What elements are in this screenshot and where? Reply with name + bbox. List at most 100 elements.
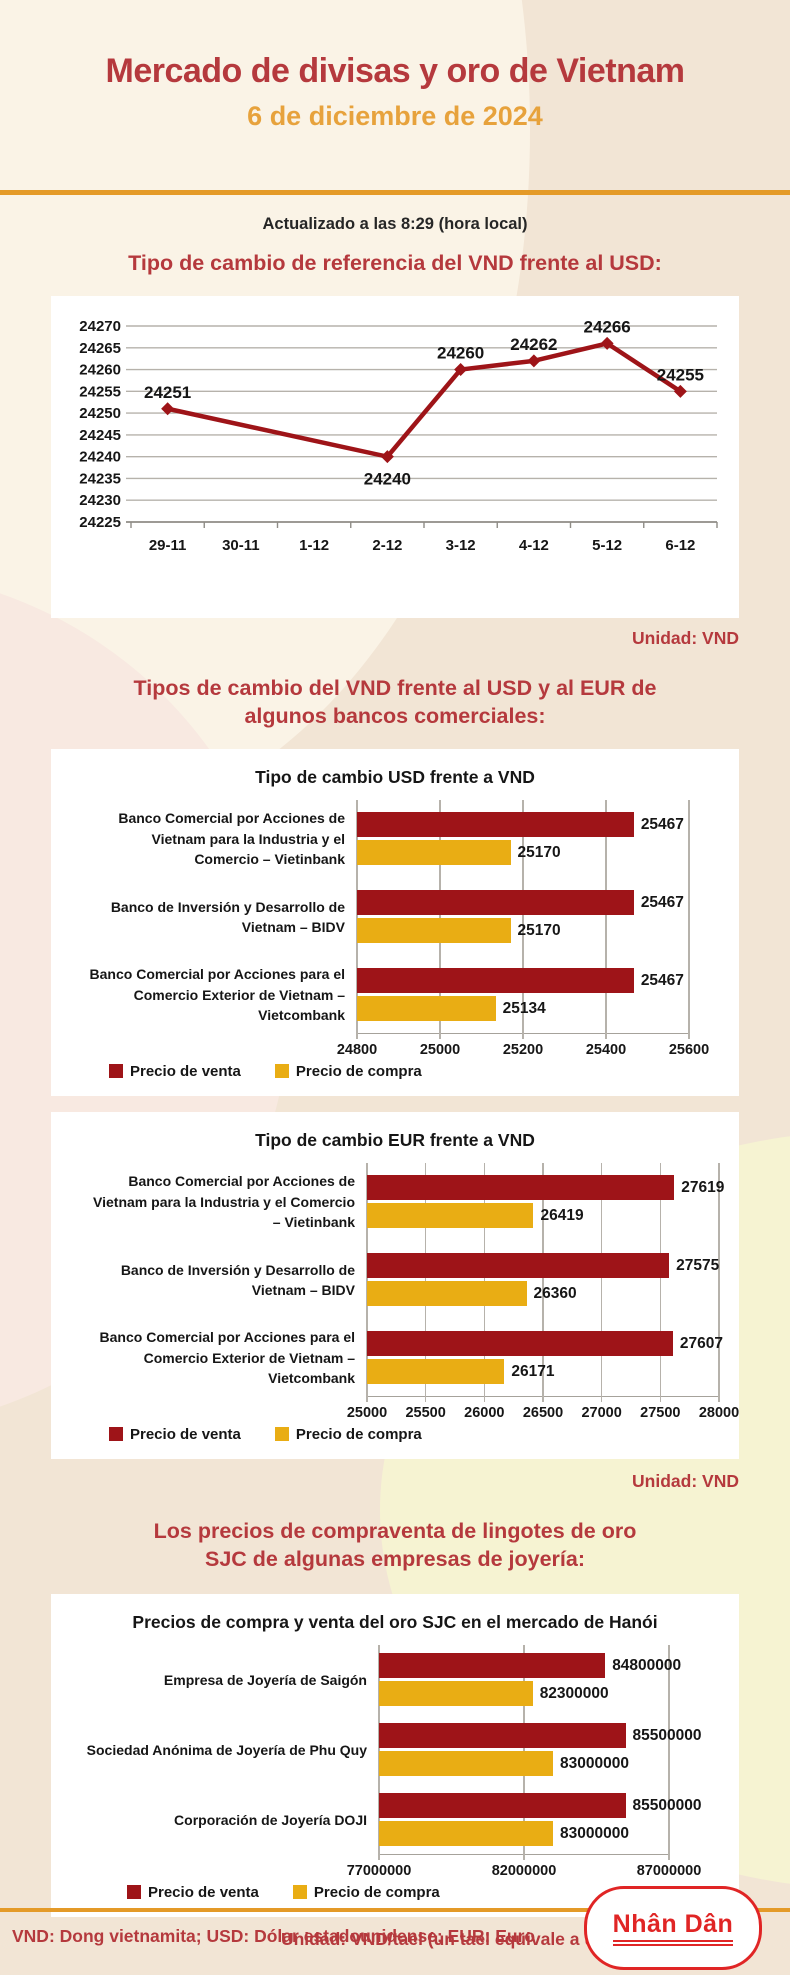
- bar-value-label: 25467: [640, 971, 684, 989]
- data-point-marker: [454, 363, 468, 377]
- y-tick-label: 24260: [79, 362, 121, 379]
- x-tick-label: 25400: [585, 1041, 627, 1058]
- x-tick-label: 5-12: [592, 537, 622, 554]
- buy-price-bar: [357, 996, 496, 1022]
- legend-item-buy: Precio de compra: [292, 1884, 440, 1901]
- bar-value-label: 25467: [640, 815, 684, 833]
- buy-bar-row: 83000000: [379, 1750, 669, 1777]
- buy-price-bar: [379, 1751, 553, 1777]
- sell-legend-label: Precio de venta: [130, 1062, 241, 1080]
- usd-bar-chart-panel: Tipo de cambio USD frente a VND Banco Co…: [51, 748, 739, 1096]
- reference-rate-chart-panel: 24225 24230 24235 24240 24245 24250 24255 24260…: [51, 296, 739, 619]
- bank-row: Banco de Inversión y Desarrollo de Vietn…: [65, 878, 725, 956]
- sell-price-bar: [367, 1175, 675, 1201]
- buy-bar-row: 25134: [357, 995, 689, 1022]
- bar-value-label: 85500000: [632, 1796, 702, 1814]
- sell-price-bar: [379, 1793, 626, 1819]
- bar-value-label: 27575: [676, 1256, 720, 1274]
- x-tick-label: 27500: [640, 1404, 681, 1421]
- bars: 25467 25134: [357, 966, 689, 1023]
- data-point-marker: [600, 336, 614, 350]
- x-tick-label: 4-12: [519, 537, 549, 554]
- x-tick-label: 26000: [464, 1404, 505, 1421]
- x-tick-label: 28000: [698, 1404, 740, 1421]
- category-label: Banco de Inversión y Desarrollo de Vietn…: [120, 1261, 355, 1298]
- buy-price-bar: [367, 1281, 527, 1307]
- bank-row: Banco Comercial por Acciones para el Com…: [65, 1319, 725, 1397]
- data-point-label: 24255: [657, 365, 704, 384]
- bars: 27575 26360: [367, 1251, 719, 1308]
- legend-item-buy: Precio de compra: [274, 1426, 422, 1443]
- sell-bar-row: 85500000: [379, 1792, 701, 1819]
- buy-legend-swatch: [274, 1427, 289, 1442]
- x-tick-label: 25600: [668, 1041, 710, 1058]
- bar-value-label: 26419: [540, 1206, 584, 1224]
- section-heading-reference-rate: Tipo de cambio de referencia del VND fre…: [128, 251, 662, 276]
- x-tick-label: 87000000: [636, 1862, 702, 1879]
- nhan-dan-logo-text: Nhân Dân: [612, 1910, 734, 1946]
- buy-price-bar: [367, 1203, 534, 1229]
- x-tick-label: 26500: [522, 1404, 564, 1421]
- unit-label-vnd-1: Unidad: VND: [632, 628, 739, 649]
- y-tick-label: 24235: [79, 470, 121, 487]
- x-tick-label: 1-12: [299, 537, 329, 554]
- bar-value-label: 26171: [511, 1362, 555, 1380]
- bar-value-label: 82300000: [539, 1684, 609, 1702]
- x-tick-label: 25200: [502, 1041, 544, 1058]
- buy-price-bar: [357, 840, 511, 866]
- data-point-label: 24260: [437, 344, 484, 363]
- buy-bar-row: 26171: [367, 1358, 719, 1385]
- sell-bar-row: 27575: [367, 1252, 719, 1279]
- y-tick-label: 24265: [79, 340, 121, 357]
- sell-bar-row: 27619: [367, 1174, 724, 1201]
- y-tick-label: 24245: [79, 427, 121, 444]
- category-label: Banco Comercial por Acciones para el Com…: [99, 1329, 355, 1387]
- usd-chart-title: Tipo de cambio USD frente a VND: [255, 766, 535, 787]
- page-title: Mercado de divisas y oro de Vietnam: [105, 52, 685, 90]
- buy-legend-swatch: [292, 1885, 307, 1900]
- legend-item-sell: Precio de venta: [109, 1063, 241, 1080]
- usd-chart-x-axis: 24800 25000 25200 25400 25600: [337, 1034, 709, 1061]
- category-label: Banco Comercial por Acciones para el Com…: [89, 966, 345, 1024]
- header-divider: [0, 190, 790, 196]
- gold-chart-legend: Precio de venta Precio de compra: [127, 1884, 725, 1901]
- eur-chart-x-axis: 25000 25500 26000 26500 27000 27500 28000: [347, 1397, 739, 1424]
- data-point-label: 24251: [144, 383, 191, 402]
- x-tick-label: 25000: [419, 1041, 461, 1058]
- bank-row: Banco Comercial por Acciones de Vietnam …: [65, 800, 725, 878]
- data-point-label: 24262: [510, 335, 557, 354]
- reference-rate-line-chart: 24225 24230 24235 24240 24245 24250 24255 24260…: [79, 317, 718, 554]
- category-label: Banco Comercial por Acciones de Vietnam …: [93, 1173, 355, 1231]
- gold-chart-x-axis: 77000000 82000000 87000000: [347, 1855, 702, 1882]
- buy-bar-row: 83000000: [379, 1820, 669, 1847]
- sell-bar-row: 25467: [357, 889, 689, 916]
- buy-price-bar: [379, 1681, 533, 1707]
- bank-row: Banco Comercial por Acciones de Vietnam …: [65, 1163, 725, 1241]
- x-tick-label: 3-12: [446, 537, 476, 554]
- gridline: [668, 1644, 670, 1860]
- x-tick-label: 82000000: [491, 1862, 557, 1879]
- bars: 25467 25170: [357, 888, 689, 945]
- category-label: Corporación de Joyería DOJI: [174, 1811, 367, 1828]
- x-tick-label: 27000: [581, 1404, 622, 1421]
- buy-price-bar: [367, 1359, 505, 1385]
- y-tick-label: 24250: [79, 405, 121, 422]
- sell-price-bar: [367, 1331, 673, 1357]
- y-tick-label: 24230: [79, 492, 121, 509]
- gold-chart-title: Precios de compra y venta del oro SJC en…: [132, 1611, 658, 1632]
- bar-value-label: 25134: [502, 999, 546, 1017]
- eur-chart-plot: Banco Comercial por Acciones de Vietnam …: [65, 1162, 725, 1402]
- bars: 25467 25170: [357, 810, 689, 867]
- sell-price-bar: [379, 1723, 626, 1749]
- footer: VND: Dong vietnamita; USD: Dólar estadou…: [0, 1886, 790, 1975]
- y-tick-label: 24240: [79, 449, 121, 466]
- sell-legend-label: Precio de venta: [130, 1425, 241, 1443]
- sell-bar-row: 27607: [367, 1330, 723, 1357]
- x-tick-label: 30-11: [222, 537, 260, 554]
- bars: 84800000 82300000: [379, 1651, 681, 1708]
- trend-line: [165, 341, 683, 459]
- gold-chart-plot: Empresa de Joyería de Saigón 84800000 8230…: [65, 1644, 725, 1860]
- unit-label-vnd-2: Unidad: VND: [632, 1470, 739, 1491]
- category-label: Empresa de Joyería de Saigón: [163, 1671, 367, 1688]
